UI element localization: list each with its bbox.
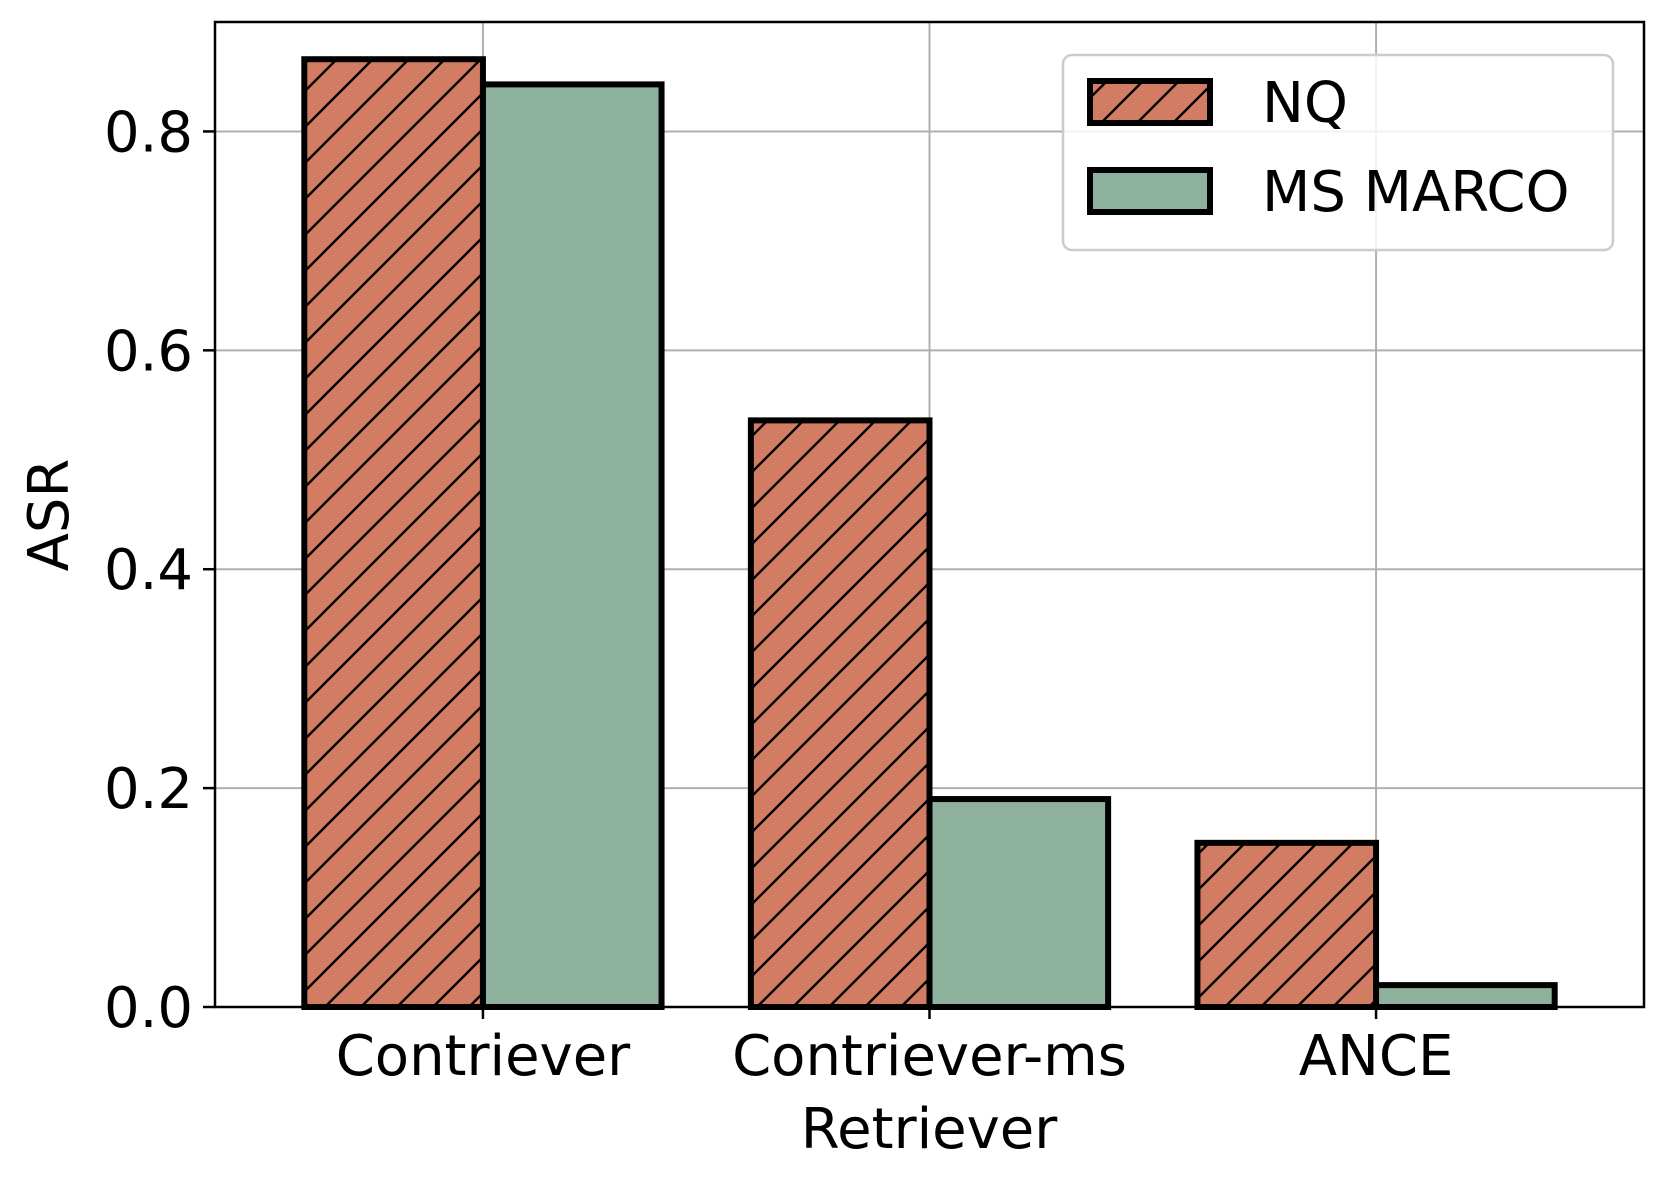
y-tick-label: 0.4 xyxy=(104,538,193,603)
bar-ms-marco xyxy=(926,796,1112,1010)
x-axis-ticks: Contriever Contriever-ms ANCE xyxy=(336,1007,1454,1089)
bar-nq xyxy=(747,417,933,1010)
y-axis-title: ASR xyxy=(17,459,82,572)
y-tick-label: 0.8 xyxy=(104,100,193,165)
bar-fill xyxy=(929,799,1109,1007)
legend-entries: NQ MS MARCO xyxy=(1087,71,1570,225)
bar-nq xyxy=(1194,839,1380,1010)
bar-fill xyxy=(482,84,662,1008)
bar-nq xyxy=(301,56,486,1010)
y-tick-label: 0.2 xyxy=(104,757,193,822)
legend-label: MS MARCO xyxy=(1262,160,1570,225)
x-tick-label: ANCE xyxy=(1299,1024,1454,1089)
y-axis-ticks: 0.0 0.2 0.4 0.6 0.8 xyxy=(104,100,215,1041)
bar-ms-marco xyxy=(479,81,665,1010)
x-tick-label: Contriever-ms xyxy=(732,1024,1127,1089)
legend-label: NQ xyxy=(1262,71,1348,136)
bar-ms-marco xyxy=(1373,982,1558,1010)
legend-entry: NQ xyxy=(1087,71,1348,136)
bar-hatch xyxy=(750,420,930,1007)
legend-swatch-hatch xyxy=(1090,81,1210,123)
legend-swatch xyxy=(1090,170,1210,212)
bar-fill xyxy=(1376,985,1555,1007)
y-tick-label: 0.6 xyxy=(104,319,193,384)
y-tick-label: 0.0 xyxy=(104,976,193,1041)
legend-swatch-outline xyxy=(1087,167,1213,215)
bar-hatch xyxy=(304,59,483,1007)
x-axis-title: Retriever xyxy=(801,1097,1058,1162)
x-tick-label: Contriever xyxy=(336,1024,631,1089)
legend-swatch-outline xyxy=(1087,78,1213,126)
legend-entry: MS MARCO xyxy=(1087,160,1570,225)
legend: NQ MS MARCO xyxy=(1061,53,1615,252)
bar-hatch xyxy=(1197,842,1377,1007)
bar-group xyxy=(301,56,1558,1010)
